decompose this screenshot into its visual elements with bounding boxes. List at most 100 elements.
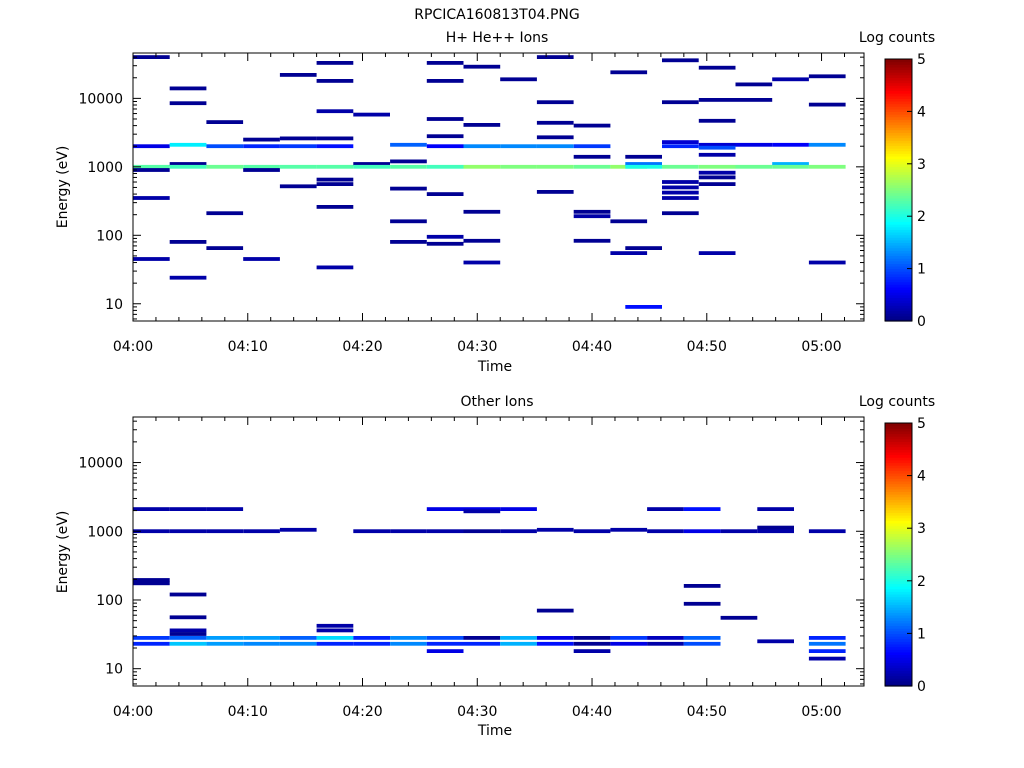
colorbar-segment: [885, 127, 912, 131]
colorbar-segment: [885, 425, 912, 429]
colorbar-segment: [885, 520, 912, 524]
colorbar-label: Log counts: [859, 30, 935, 46]
heatmap-cell: [500, 164, 537, 169]
heatmap-cell: [206, 636, 244, 640]
heatmap-cell: [625, 305, 662, 309]
heatmap-cell: [662, 144, 699, 149]
colorbar-segment: [885, 462, 912, 466]
colorbar-tick-label: 5: [917, 52, 926, 68]
colorbar-segment: [885, 478, 912, 482]
heatmap-cell: [390, 529, 427, 534]
colorbar-segment: [885, 305, 912, 309]
heatmap-cell: [390, 219, 427, 224]
heatmap-cell: [536, 144, 574, 149]
heatmap-cell: [206, 641, 244, 646]
colorbar-segment: [885, 551, 912, 556]
colorbar-segment: [885, 208, 912, 212]
x-tick-label: 04:20: [342, 704, 382, 720]
colorbar-segment: [885, 315, 912, 319]
heatmap-cell: [647, 641, 684, 646]
heatmap-cell: [808, 260, 846, 265]
colorbar-segment: [885, 90, 912, 94]
y-axis-label: Energy (eV): [55, 146, 71, 229]
heatmap-cell: [243, 257, 280, 261]
heatmap-cell: [353, 641, 390, 646]
colorbar-segment: [885, 509, 912, 514]
colorbar-segment: [885, 179, 912, 183]
heatmap-cell: [536, 164, 574, 169]
colorbar-segment: [885, 575, 912, 579]
colorbar-segment: [885, 268, 912, 272]
heatmap-cell: [243, 144, 280, 149]
heatmap-cell: [133, 507, 170, 511]
colorbar-segment: [885, 541, 912, 545]
colorbar-segment: [885, 100, 912, 105]
heatmap-cell: [573, 641, 611, 646]
y-tick-label: 10000: [78, 91, 123, 107]
heatmap-cell: [316, 109, 354, 114]
heatmap-cell: [735, 82, 773, 87]
colorbar-segment: [885, 436, 912, 440]
colorbar-tick-label: 4: [917, 104, 926, 120]
heatmap-cell: [610, 219, 648, 224]
colorbar-segment: [885, 302, 912, 306]
heatmap-cell: [463, 144, 501, 149]
heatmap-cell: [316, 623, 354, 628]
heatmap-cell: [353, 529, 390, 534]
colorbar-segment: [885, 612, 912, 616]
heatmap-cell: [772, 142, 809, 147]
colorbar-segment: [885, 628, 912, 632]
heatmap-cell: [426, 144, 464, 149]
colorbar-segment: [885, 106, 912, 110]
heatmap-cell: [683, 641, 721, 646]
heatmap-cell: [463, 123, 501, 127]
heatmap-cell: [662, 58, 699, 63]
heatmap-cell: [390, 641, 427, 646]
heatmap-cell: [610, 636, 648, 640]
heatmap-cell: [390, 240, 427, 244]
heatmap-cell: [133, 578, 170, 582]
heatmap-cell: [647, 529, 684, 534]
heatmap-cell: [426, 649, 464, 653]
heatmap-cell: [426, 234, 464, 239]
heatmap-cell: [206, 211, 244, 216]
colorbar-segment: [885, 438, 912, 443]
colorbar-segment: [885, 184, 912, 188]
heatmap-cell: [316, 177, 354, 182]
heatmap-cell: [426, 117, 464, 121]
heatmap-cell: [243, 137, 280, 142]
heatmap-cell: [390, 636, 427, 640]
colorbar-segment: [885, 557, 912, 561]
colorbar-segment: [885, 273, 912, 278]
colorbar-segment: [885, 646, 912, 650]
colorbar-segment: [885, 221, 912, 225]
colorbar-segment: [885, 444, 912, 448]
heatmap-cell: [500, 529, 537, 534]
colorbar-segment: [885, 446, 912, 450]
heatmap-cell: [243, 164, 280, 169]
colorbar-segment: [885, 271, 912, 275]
x-axis-label: Time: [477, 723, 512, 739]
heatmap-cell: [169, 164, 207, 169]
colorbar-segment: [885, 134, 912, 139]
colorbar-segment: [885, 554, 912, 558]
heatmap-cell: [463, 636, 501, 640]
colorbar-segment: [885, 630, 912, 634]
heatmap-cell: [662, 140, 699, 144]
panel-title: H+ He++ Ions: [446, 30, 549, 46]
colorbar-segment: [885, 591, 912, 595]
heatmap-cell: [206, 120, 244, 124]
colorbar-segment: [885, 307, 912, 312]
heatmap-cells: [133, 55, 846, 309]
colorbar-segment: [885, 609, 912, 613]
colorbar-segment: [885, 625, 912, 629]
colorbar-segment: [885, 93, 912, 97]
colorbar-segment: [885, 633, 912, 637]
colorbar-segment: [885, 145, 912, 149]
colorbar-segment: [885, 583, 912, 587]
heatmap-cell: [169, 162, 207, 166]
heatmap-cell: [573, 154, 611, 159]
colorbar-segment: [885, 649, 912, 653]
heatmap-cell: [316, 265, 354, 270]
